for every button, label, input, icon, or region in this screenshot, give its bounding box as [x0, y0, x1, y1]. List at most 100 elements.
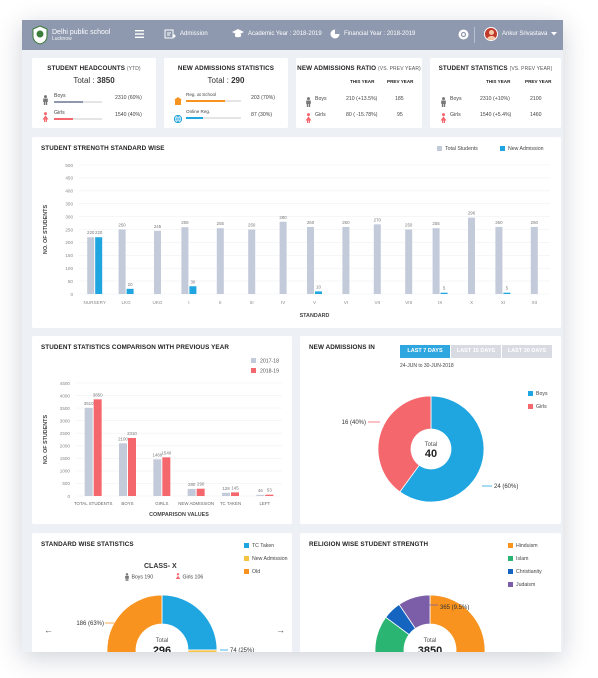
bar-total-students	[468, 217, 475, 294]
total-label: Total	[425, 442, 438, 448]
x-tick-label: TC TAKEN	[220, 501, 241, 506]
class-girls: Girls 106	[175, 573, 203, 581]
x-tick-label: VII	[374, 300, 380, 305]
card-title: NEW ADMISSIONS STATISTICS	[177, 65, 275, 72]
new-admissions-stats-card: NEW ADMISSIONS STATISTICS Total : 290 Re…	[164, 58, 288, 128]
legend-hinduism[interactable]: Hinduism	[508, 543, 538, 549]
bar-value-label: 270	[374, 217, 382, 222]
legend-total-students[interactable]: Total Students	[437, 146, 478, 152]
boys-value: 2310 (60%)	[115, 95, 142, 101]
bar-value-label: 259	[181, 220, 189, 225]
prev-class-arrow-icon[interactable]: ←	[44, 625, 53, 635]
boys-label: Boys	[450, 96, 462, 102]
bar-new-admission	[315, 291, 322, 294]
y-tick-label: 100	[65, 266, 73, 271]
bar-total-students	[342, 226, 350, 294]
y-tick-label: 4000	[60, 393, 71, 398]
legend-new-admission[interactable]: New Admission	[244, 556, 287, 562]
tab-last-30-days[interactable]: LAST 30 DAYS	[502, 345, 552, 358]
slice-new-admission	[187, 649, 218, 652]
legend-girls[interactable]: Girls	[528, 404, 547, 410]
slice-boys	[399, 395, 485, 503]
x-tick-label: IV	[281, 300, 286, 305]
financial-year[interactable]: Financial Year : 2018-2019	[330, 29, 415, 39]
callout-girls: 16 (40%)	[342, 420, 366, 426]
school-building-icon	[174, 92, 182, 110]
girls-icon	[42, 109, 49, 127]
boys-prev-year: 2100	[530, 96, 542, 102]
x-tick-label: IX	[438, 300, 442, 305]
card-title: RELIGION WISE STUDENT STRENGTH	[309, 541, 429, 548]
settings-icon[interactable]	[458, 29, 469, 40]
card-title: NEW ADMISSIONS IN	[309, 344, 375, 351]
slice-hinduism	[429, 594, 486, 652]
bar-total-students	[405, 229, 413, 294]
boys-prev-year: 185	[395, 96, 404, 102]
school-name: Delhi public school	[52, 28, 111, 36]
admission-link[interactable]: Admission	[164, 29, 208, 39]
tab-last-15-days[interactable]: LAST 15 DAYS	[451, 345, 501, 358]
legend-2018-19: 2018-19	[260, 369, 279, 375]
legend-boys[interactable]: Boys	[528, 391, 548, 397]
x-tick-label: NURSERY	[84, 300, 106, 305]
bar-value-label: 255	[432, 221, 440, 226]
bar-total-students	[154, 230, 161, 294]
bar-value-label: 260	[531, 220, 539, 225]
x-tick-label: VIII	[405, 300, 412, 305]
bar-value-label: 46	[258, 488, 263, 493]
girls-icon	[440, 110, 447, 128]
bar-total-students	[216, 228, 224, 294]
online-reg-value: 87 (30%)	[251, 112, 273, 118]
bar-2018-19	[93, 399, 102, 496]
card-title: NEW ADMISSIONS RATIO (VS. PREV YEAR)	[297, 65, 421, 72]
x-tick-label: II	[219, 300, 222, 305]
card-title: STUDENT STATISTICS (VS. PREV YEAR)	[438, 65, 553, 72]
graduation-cap-icon	[232, 29, 244, 38]
bar-2017-18	[256, 494, 265, 496]
x-tick-label: BOYS	[121, 501, 133, 506]
school-brand[interactable]: Delhi public school Lucknow	[32, 25, 110, 45]
legend-tc-taken[interactable]: TC Taken	[244, 543, 274, 549]
bar-value-label: 1460	[152, 452, 162, 457]
x-tick-label: UKG	[153, 300, 163, 305]
bar-total-students	[307, 226, 314, 294]
divider	[474, 27, 475, 43]
legend-old[interactable]: Old	[244, 569, 260, 575]
pie-chart-icon	[330, 29, 340, 39]
standard-wise-card: STANDARD WISE STATISTICS CLASS- X Boys 1…	[32, 533, 292, 652]
bar-value-label: 2310	[127, 431, 137, 436]
total-value: 40	[425, 448, 437, 460]
bar-value-label: 5	[506, 286, 509, 291]
financial-year-label: Financial Year : 2018-2019	[344, 31, 416, 37]
next-class-arrow-icon[interactable]: →	[276, 625, 285, 635]
legend-islam[interactable]: Islam	[508, 556, 528, 562]
y-tick-label: 150	[65, 253, 73, 258]
col-this-year: THIS YEAR	[486, 79, 511, 84]
bar-value-label: 280	[279, 215, 287, 220]
user-name: Ankur Srivastava	[502, 31, 548, 37]
globe-icon	[173, 110, 183, 128]
card-title: STANDARD WISE STATISTICS	[41, 541, 134, 548]
student-statistics-card: STUDENT STATISTICS (VS. PREV YEAR) THIS …	[430, 58, 561, 128]
bar-value-label: 260	[495, 220, 503, 225]
school-logo-icon	[32, 25, 48, 45]
legend-judaism[interactable]: Judaism	[508, 582, 535, 588]
girls-prev-year: 1460	[530, 112, 542, 118]
bar-new-admission	[440, 292, 448, 294]
tab-last-7-days[interactable]: LAST 7 DAYS	[400, 345, 450, 358]
user-menu[interactable]: Ankur Srivastava	[484, 27, 558, 41]
boys-label: Boys	[315, 96, 327, 102]
callout-boys: 24 (60%)	[494, 484, 518, 490]
girls-label: Girls	[450, 112, 461, 118]
academic-year[interactable]: Academic Year : 2018-2019	[232, 29, 322, 38]
legend-new-admission[interactable]: New Admission	[500, 146, 543, 152]
y-tick-label: 350	[65, 202, 73, 207]
menu-icon[interactable]	[135, 30, 144, 38]
bar-2017-18	[84, 407, 93, 496]
bar-value-label: 250	[248, 223, 256, 228]
legend-christianity[interactable]: Christianity	[508, 569, 542, 575]
bar-total-students	[373, 224, 381, 294]
x-tick-label: VI	[344, 300, 348, 305]
bar-value-label: 3510	[84, 401, 94, 406]
bar-value-label: 290	[197, 482, 205, 487]
